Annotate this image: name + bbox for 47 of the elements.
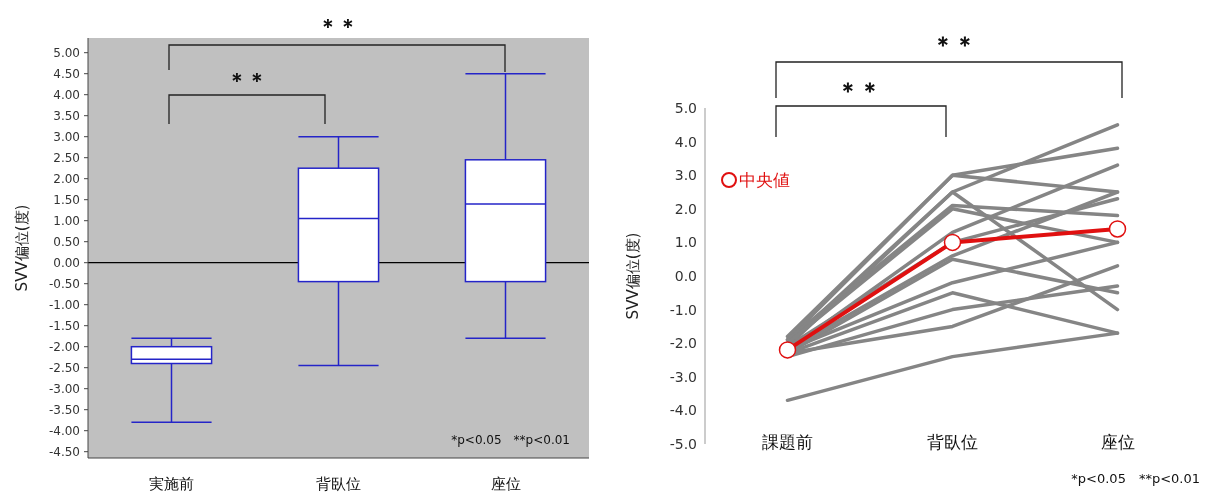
y-tick-label: 0.00: [53, 255, 80, 270]
y-tick-label: -5.0: [669, 436, 697, 452]
x-tick-label: 実施前: [149, 475, 194, 493]
y-tick-label: -4.0: [669, 402, 697, 419]
legend-label: 中央値: [739, 170, 790, 190]
y-axis-title: SVV偏位(度): [624, 232, 642, 320]
y-tick-label: -0.50: [48, 276, 80, 291]
y-tick-label: -2.00: [48, 339, 80, 354]
x-tick-label: 背臥位: [927, 432, 978, 452]
y-tick-label: 1.50: [53, 192, 80, 207]
y-tick-label: 4.0: [674, 133, 697, 150]
y-tick-label: 1.0: [674, 234, 697, 251]
y-tick-label: 2.00: [53, 171, 80, 186]
y-tick-label: -3.0: [669, 368, 697, 385]
y-tick-label: 2.0: [674, 200, 697, 217]
y-tick-label: -4.50: [48, 444, 80, 459]
text: ＊＊: [837, 77, 881, 103]
x-tick-label: 座位: [1100, 432, 1135, 452]
text: ＊＊: [932, 31, 976, 57]
y-tick-label: 2.50: [53, 150, 80, 165]
y-axis-title: SVV偏位(度): [13, 204, 31, 292]
y-tick-label: 0.0: [674, 268, 697, 284]
y-tick-label: 5.0: [674, 100, 697, 116]
annotation: ＊＊: [318, 14, 358, 38]
annotation: *p<0.05 **p<0.01: [451, 433, 570, 447]
y-tick-label: -3.00: [48, 381, 80, 396]
annotation: ＊＊: [227, 68, 267, 92]
y-tick-label: -1.50: [48, 318, 80, 333]
y-tick-label: -2.50: [48, 360, 80, 375]
x-tick-label: 課題前: [762, 432, 813, 452]
legend: 中央値: [721, 170, 790, 190]
y-tick-label: 5.00: [53, 45, 80, 60]
y-tick-label: 4.00: [53, 87, 80, 102]
y-tick-label: 3.00: [53, 129, 80, 144]
y-tick-label: 0.50: [53, 234, 80, 249]
x-tick-label: 背臥位: [316, 475, 361, 493]
y-tick-label: 3.50: [53, 108, 80, 123]
y-tick-label: -4.00: [48, 423, 80, 438]
y-tick-label: -1.00: [48, 297, 80, 312]
y-tick-label: -2.0: [669, 335, 697, 352]
y-tick-label: 1.00: [53, 213, 80, 228]
y-tick-label: 3.0: [674, 167, 697, 184]
y-tick-label: 4.50: [53, 66, 80, 81]
text: *p<0.05 **p<0.01: [1071, 470, 1200, 486]
x-tick-label: 座位: [490, 475, 521, 493]
y-tick-label: -1.0: [669, 301, 697, 318]
y-tick-label: -3.50: [48, 402, 80, 417]
